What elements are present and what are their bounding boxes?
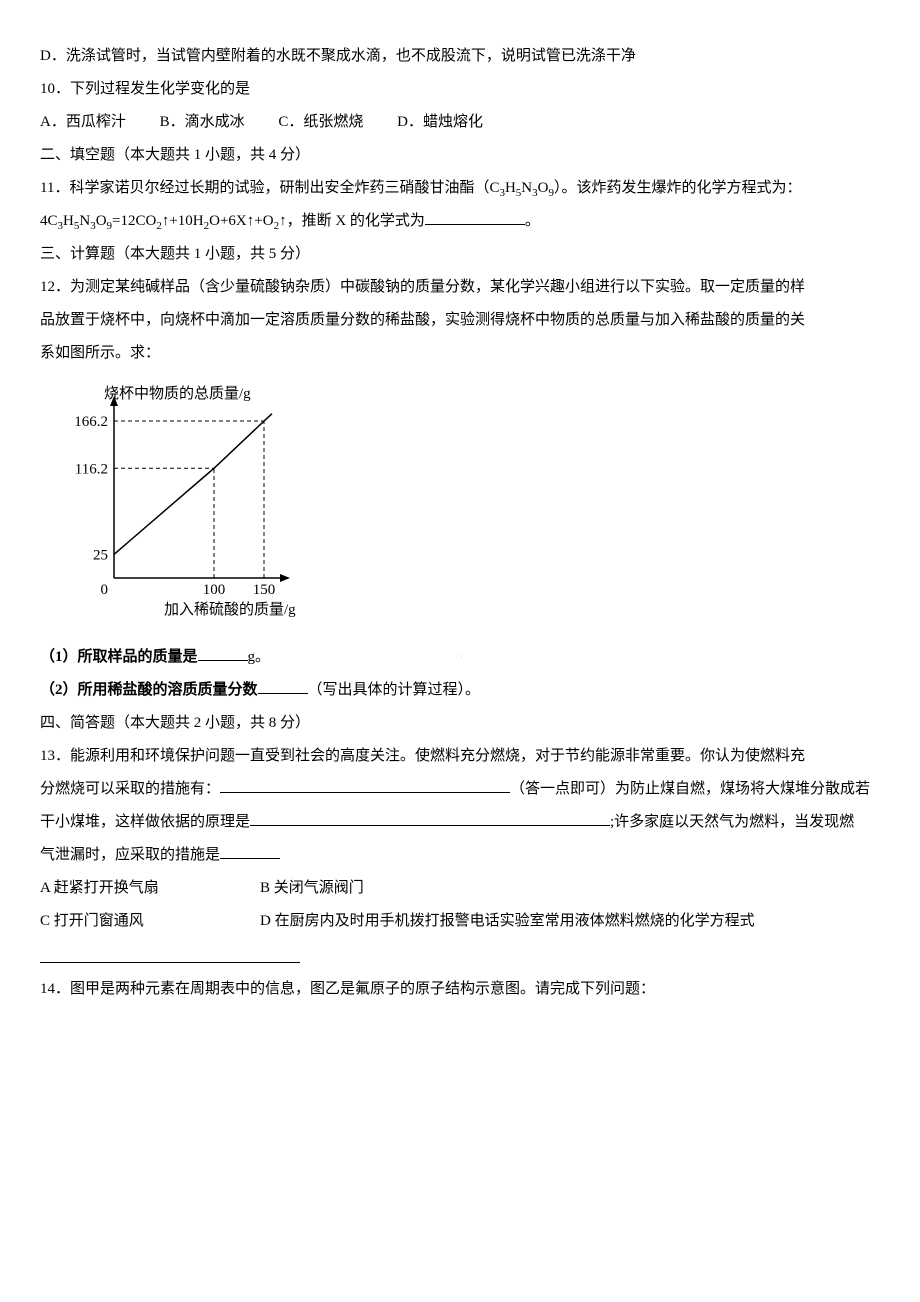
q13-line2b: 干小煤堆，这样做依据的原理是 [40, 814, 250, 830]
section-3-title: 三、计算题（本大题共 1 小题，共 5 分） [40, 238, 880, 271]
q11-stem: 11．科学家诺贝尔经过长期的试验，研制出安全炸药三硝酸甘油酯（C3H5N3O9）… [40, 172, 880, 205]
q11-sub-c3b: 3 [58, 220, 64, 232]
q11-eq-c: ↑+10H [162, 213, 204, 229]
q11-eq-e: ↑，推断 X 的化学式为 [279, 213, 425, 229]
svg-text:150: 150 [253, 582, 276, 598]
q12-chart: 烧杯中物质的总质量/g 166.2 116.2 25 0 100 150 加入稀硫酸的质量/g [44, 378, 880, 641]
q10-opt-b: B．滴水成冰 [160, 114, 245, 130]
q12-p1-blank [198, 645, 248, 661]
q10-options: A．西瓜榨汁 B．滴水成冰 C．纸张燃烧 D．蜡烛熔化 [40, 106, 880, 139]
svg-text:加入稀硫酸的质量/g: 加入稀硫酸的质量/g [164, 601, 296, 618]
q11-text-b: ）。该炸药发生爆炸的化学方程式为： [554, 180, 802, 196]
q13-line2: 分燃烧可以采取的措施有： （答一点即可）为防止煤自燃，煤场将大煤堆分散成若 [40, 773, 880, 806]
q12-p2-a: （2）所用稀盐酸的溶质质量分数 [40, 682, 258, 698]
q12-p1-a: （1）所取样品的质量是 [40, 649, 198, 665]
q9-option-d: D．洗涤试管时，当试管内壁附着的水既不聚成水滴，也不成股流下，说明试管已洗涤干净 [40, 40, 880, 73]
svg-text:100: 100 [203, 582, 226, 598]
q13-line3: 干小煤堆，这样做依据的原理是 ;许多家庭以天然气为燃料，当发现燃 [40, 806, 880, 839]
q12-p2-b: （写出具体的计算过程）。 [308, 682, 481, 698]
q11-sub-n3a: 3 [532, 187, 538, 199]
q10-opt-d: D．蜡烛熔化 [397, 114, 483, 130]
q11-sub-h5b: 5 [74, 220, 80, 232]
q12-stem-c: 系如图所示。求： [40, 337, 880, 370]
q12-p1-b: g。 [248, 649, 271, 665]
q13-blank2 [250, 810, 610, 826]
q13-opt-c: C 打开门窗通风 [40, 905, 260, 938]
page-marker-icon: · [460, 648, 463, 666]
svg-text:烧杯中物质的总质量/g: 烧杯中物质的总质量/g [104, 385, 251, 402]
q13-blank-line [40, 944, 300, 963]
q11-end: 。 [525, 213, 540, 229]
q11-sub-n3b: 3 [90, 220, 96, 232]
svg-text:166.2: 166.2 [74, 414, 108, 430]
q12-chart-svg: 烧杯中物质的总质量/g 166.2 116.2 25 0 100 150 加入稀硫酸的质量/g [44, 378, 304, 628]
q11-sub-h5: 5 [516, 187, 522, 199]
svg-text:25: 25 [93, 548, 108, 564]
q13-line4: 气泄漏时，应采取的措施是 [40, 839, 880, 872]
q10-opt-c: C．纸张燃烧 [278, 114, 363, 130]
q13-opt-b: B 关闭气源阀门 [260, 872, 880, 905]
q12-part2: （2）所用稀盐酸的溶质质量分数 （写出具体的计算过程）。 [40, 674, 880, 707]
q13-line1: 13．能源利用和环境保护问题一直受到社会的高度关注。使燃料充分燃烧，对于节约能源… [40, 740, 880, 773]
q10-opt-a: A．西瓜榨汁 [40, 114, 126, 130]
q11-sub-c3: 3 [499, 187, 505, 199]
q12-stem-a: 12．为测定某纯碱样品（含少量硫酸钠杂质）中碳酸钠的质量分数，某化学兴趣小组进行… [40, 271, 880, 304]
q13-line2a: （答一点即可）为防止煤自燃，煤场将大煤堆分散成若 [510, 781, 870, 797]
q13-blank1 [220, 777, 510, 793]
q12-stem-b: 品放置于烧杯中，向烧杯中滴加一定溶质质量分数的稀盐酸，实验测得烧杯中物质的总质量… [40, 304, 880, 337]
q13-opt-a: A 赶紧打开换气扇 [40, 872, 260, 905]
q13-blank3 [220, 843, 280, 859]
q13-line1b: 分燃烧可以采取的措施有： [40, 781, 220, 797]
svg-text:116.2: 116.2 [75, 462, 108, 478]
q13-line3b: 气泄漏时，应采取的措施是 [40, 847, 220, 863]
q11-eq-d: O+6X↑+O [209, 213, 273, 229]
q11-blank [425, 209, 525, 225]
q13-opt-d: D 在厨房内及时用手机拨打报警电话实验室常用液体燃料燃烧的化学方程式 [260, 905, 880, 938]
q11-equation: 4C3H5N3O9=12CO2↑+10H2O+6X↑+O2↑，推断 X 的化学式… [40, 205, 880, 238]
section-2-title: 二、填空题（本大题共 1 小题，共 4 分） [40, 139, 880, 172]
q10-stem: 10．下列过程发生化学变化的是 [40, 73, 880, 106]
svg-text:0: 0 [101, 582, 109, 598]
q14-stem: 14．图甲是两种元素在周期表中的信息，图乙是氟原子的原子结构示意图。请完成下列问… [40, 973, 880, 1006]
q12-p2-blank [258, 678, 308, 694]
q13-options: A 赶紧打开换气扇 B 关闭气源阀门 C 打开门窗通风 D 在厨房内及时用手机拨… [40, 872, 880, 938]
q11-text-a: 11．科学家诺贝尔经过长期的试验，研制出安全炸药三硝酸甘油酯（C [40, 180, 499, 196]
q11-eq-a: 4C [40, 213, 58, 229]
q11-eq-b: =12CO [112, 213, 156, 229]
q13-line3a: ;许多家庭以天然气为燃料，当发现燃 [610, 814, 854, 830]
q13-line1a: 13．能源利用和环境保护问题一直受到社会的高度关注。使燃料充分燃烧，对于节约能源… [40, 748, 805, 764]
section-4-title: 四、简答题（本大题共 2 小题，共 8 分） [40, 707, 880, 740]
